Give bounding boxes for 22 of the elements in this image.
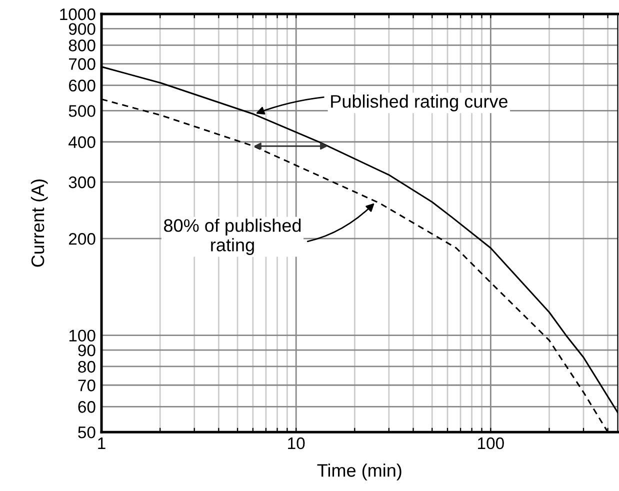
annotation: Published rating curve <box>331 94 508 112</box>
y-tick-label: 600 <box>69 80 96 92</box>
y-tick-label: 90 <box>78 344 96 356</box>
y-axis-title: Current (A) <box>30 180 48 267</box>
y-tick-label: 200 <box>68 233 96 245</box>
y-tick-label: 60 <box>78 401 96 413</box>
x-tick-label: 10 <box>288 437 305 450</box>
x-tick-label: 1 <box>98 438 106 450</box>
y-tick-label: 900 <box>68 23 96 35</box>
y-tick-label: 80 <box>78 360 96 373</box>
y-tick-label: 300 <box>68 176 96 188</box>
x-tick-label: 100 <box>478 437 504 450</box>
x-axis-title: Time (min) <box>317 464 402 480</box>
y-tick-label: 1000 <box>60 8 96 20</box>
y-tick-label: 70 <box>78 380 96 392</box>
y-tick-label: 50 <box>78 426 96 438</box>
y-tick-label: 800 <box>68 40 96 52</box>
y-tick-label: 700 <box>69 58 96 70</box>
y-tick-label: 400 <box>68 136 96 148</box>
y-tick-label: 500 <box>68 105 96 117</box>
annotation: 80% of published rating <box>164 218 301 255</box>
y-tick-label: 100 <box>69 330 96 342</box>
